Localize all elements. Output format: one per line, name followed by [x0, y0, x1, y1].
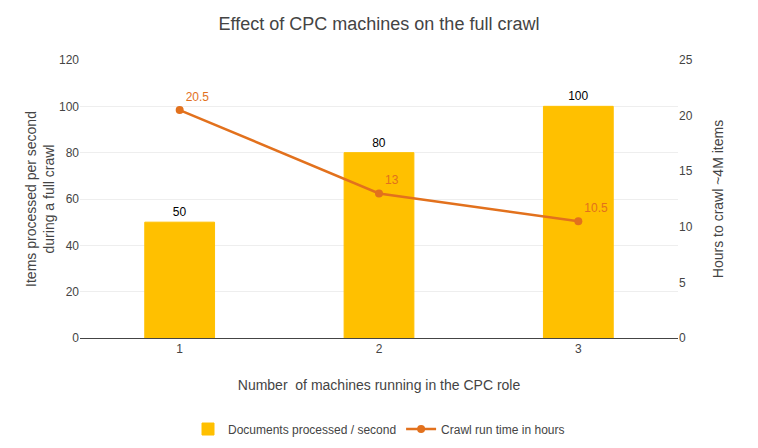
svg-text:Items processed per secondduri: Items processed per secondduring a full … — [23, 111, 57, 287]
svg-text:100: 100 — [568, 89, 588, 103]
svg-text:Effect of CPC machines on the: Effect of CPC machines on the full crawl — [219, 14, 540, 34]
svg-text:40: 40 — [66, 239, 80, 253]
svg-text:0: 0 — [679, 331, 686, 345]
svg-text:1: 1 — [176, 342, 183, 356]
svg-text:120: 120 — [59, 53, 79, 67]
svg-text:80: 80 — [66, 146, 80, 160]
svg-text:20.5: 20.5 — [186, 90, 210, 104]
svg-text:2: 2 — [376, 342, 383, 356]
svg-text:Documents processed / second: Documents processed / second — [228, 423, 396, 437]
svg-text:13: 13 — [385, 173, 399, 187]
svg-text:20: 20 — [679, 109, 693, 123]
svg-text:5: 5 — [679, 276, 686, 290]
svg-text:3: 3 — [575, 342, 582, 356]
svg-text:50: 50 — [173, 205, 187, 219]
svg-text:0: 0 — [72, 331, 79, 345]
svg-text:Hours to crawl ~4M items: Hours to crawl ~4M items — [710, 120, 726, 278]
svg-text:10: 10 — [679, 220, 693, 234]
svg-text:25: 25 — [679, 53, 693, 67]
svg-text:60: 60 — [66, 192, 80, 206]
svg-text:20: 20 — [66, 285, 80, 299]
svg-text:10.5: 10.5 — [584, 201, 608, 215]
svg-text:80: 80 — [372, 136, 386, 150]
svg-text:15: 15 — [679, 164, 693, 178]
svg-text:Crawl run time in hours: Crawl run time in hours — [441, 423, 564, 437]
svg-text:Number of machines running in: Number of machines running in the CPC ro… — [238, 377, 521, 393]
svg-text:100: 100 — [59, 100, 79, 114]
